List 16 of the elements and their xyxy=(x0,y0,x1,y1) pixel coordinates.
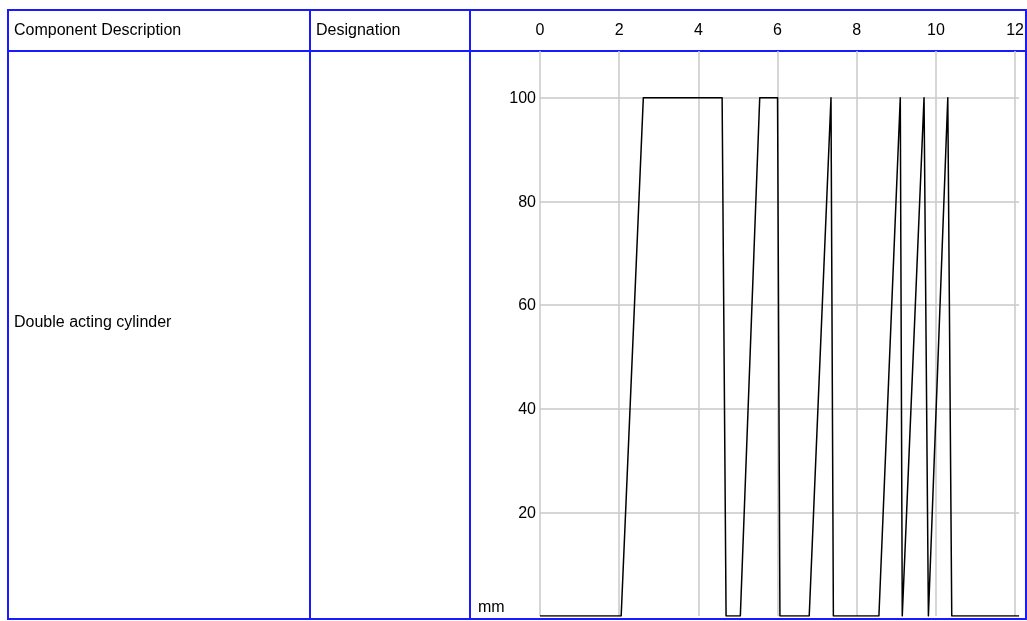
y-tick-label: 100 xyxy=(509,89,537,107)
x-tick-label: 6 xyxy=(773,20,783,38)
text: Double acting cylinder xyxy=(14,312,173,330)
y-tick-label: 60 xyxy=(518,296,537,314)
x-tick-label: 2 xyxy=(614,20,624,38)
y-tick-label: 80 xyxy=(518,192,537,210)
y-tick-label: 40 xyxy=(518,400,537,418)
y-axis-title: mm xyxy=(478,597,505,615)
y-tick-label: 20 xyxy=(518,503,537,521)
x-tick-label: 4 xyxy=(693,20,703,38)
text: Component Description xyxy=(14,20,182,38)
x-tick-label: 10 xyxy=(927,20,945,38)
x-tick-label: 8 xyxy=(852,20,862,38)
x-tick-label: 12 xyxy=(1006,20,1025,38)
x-tick-label: 0 xyxy=(535,20,545,38)
text: Designation xyxy=(316,20,401,38)
